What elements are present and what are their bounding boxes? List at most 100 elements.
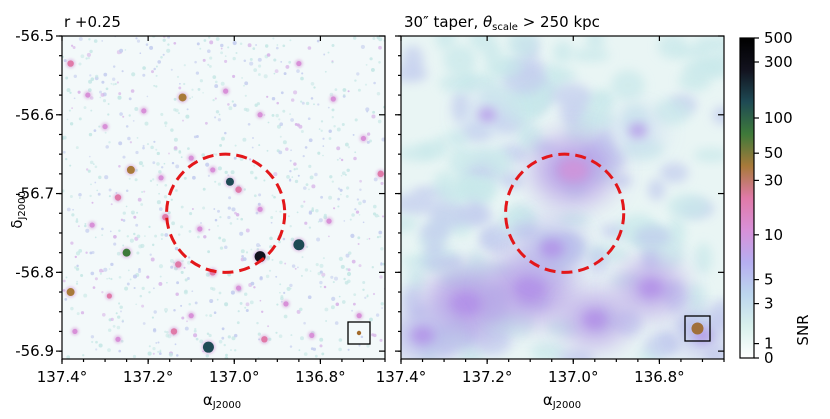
noise-speck <box>173 137 178 142</box>
noise-speck <box>259 277 263 281</box>
noise-speck <box>158 352 162 355</box>
noise-speck <box>308 188 310 191</box>
noise-speck <box>112 65 116 68</box>
noise-speck <box>341 171 346 176</box>
noise-speck <box>321 352 325 356</box>
noise-speck <box>104 131 107 134</box>
noise-speck <box>244 306 247 309</box>
noise-speck <box>116 81 119 84</box>
noise-speck <box>307 295 312 300</box>
noise-speck <box>116 251 121 256</box>
noise-speck <box>234 144 237 147</box>
noise-speck <box>153 287 155 290</box>
noise-speck <box>124 286 129 291</box>
noise-speck <box>240 249 245 254</box>
noise-speck <box>258 338 261 341</box>
noise-speck <box>217 182 222 186</box>
noise-speck <box>319 270 323 274</box>
noise-speck <box>329 175 333 179</box>
noise-speck <box>100 92 105 97</box>
noise-speck <box>203 39 207 42</box>
noise-speck <box>206 332 210 336</box>
noise-speck <box>334 321 339 325</box>
noise-speck <box>354 118 358 122</box>
noise-speck <box>362 199 367 204</box>
noise-speck <box>158 264 164 269</box>
noise-speck <box>105 87 109 91</box>
noise-speck <box>250 248 253 251</box>
noise-speck <box>128 177 131 180</box>
noise-speck <box>160 112 164 116</box>
noise-speck <box>203 235 207 239</box>
noise-speck <box>275 331 278 334</box>
noise-speck <box>289 225 292 228</box>
noise-speck <box>231 207 236 212</box>
noise-speck <box>181 316 185 320</box>
noise-speck <box>273 172 278 177</box>
noise-speck <box>302 154 305 158</box>
noise-speck <box>94 165 98 169</box>
noise-speck <box>84 222 87 225</box>
diffuse-core <box>478 107 497 122</box>
noise-speck <box>346 271 352 277</box>
diffuse-noise <box>570 48 611 62</box>
noise-speck <box>174 246 179 251</box>
y-tick-label: -56.9 <box>15 342 54 360</box>
noise-speck <box>240 217 244 221</box>
noise-speck <box>107 328 112 332</box>
noise-speck <box>85 228 90 233</box>
noise-speck <box>122 155 126 159</box>
noise-speck <box>208 333 212 338</box>
noise-speck <box>118 165 121 168</box>
radio-source <box>257 206 263 212</box>
left-axis-ticks: 137.4° 137.2° 137.0° 136.8° -56.5 -56.6 -56.7 -… <box>15 27 386 386</box>
noise-speck <box>167 36 171 39</box>
x-tick-label: 137.4° <box>376 368 426 386</box>
noise-speck <box>200 222 202 224</box>
radio-source <box>296 60 302 67</box>
radio-source <box>356 313 362 319</box>
noise-speck <box>333 124 336 128</box>
noise-speck <box>244 292 248 296</box>
diffuse-noise <box>667 193 709 220</box>
noise-speck <box>164 183 168 187</box>
noise-speck <box>287 215 290 218</box>
noise-speck <box>249 57 253 61</box>
noise-speck <box>356 72 360 76</box>
noise-speck <box>127 136 131 141</box>
diffuse-noise <box>551 68 577 84</box>
diffuse-noise <box>693 148 724 163</box>
noise-speck <box>354 79 357 82</box>
noise-speck <box>352 302 356 306</box>
noise-speck <box>147 351 152 356</box>
noise-speck <box>205 162 210 167</box>
noise-speck <box>199 79 204 83</box>
noise-speck <box>166 48 171 53</box>
noise-speck <box>117 95 122 100</box>
noise-speck <box>243 107 248 112</box>
noise-speck <box>319 285 322 288</box>
noise-speck <box>75 282 79 285</box>
noise-speck <box>364 296 367 299</box>
noise-speck <box>173 108 177 112</box>
noise-speck <box>301 72 304 75</box>
noise-speck <box>155 85 158 88</box>
noise-speck <box>328 137 332 140</box>
noise-speck <box>149 179 153 183</box>
noise-speck <box>103 72 108 77</box>
noise-speck <box>194 60 197 64</box>
noise-speck <box>320 129 323 132</box>
noise-speck <box>156 200 161 205</box>
noise-speck <box>338 347 342 352</box>
diffuse-noise <box>467 184 495 206</box>
noise-speck <box>136 251 140 255</box>
diffuse-noise <box>712 106 724 125</box>
right-x-axis-label: αJ2000 <box>543 391 581 411</box>
noise-speck <box>257 57 262 62</box>
noise-speck <box>236 217 239 221</box>
noise-speck <box>350 233 355 238</box>
noise-speck <box>343 277 346 281</box>
x-tick-label: 137.0° <box>209 368 259 386</box>
noise-speck <box>187 256 191 259</box>
noise-speck <box>346 168 350 173</box>
